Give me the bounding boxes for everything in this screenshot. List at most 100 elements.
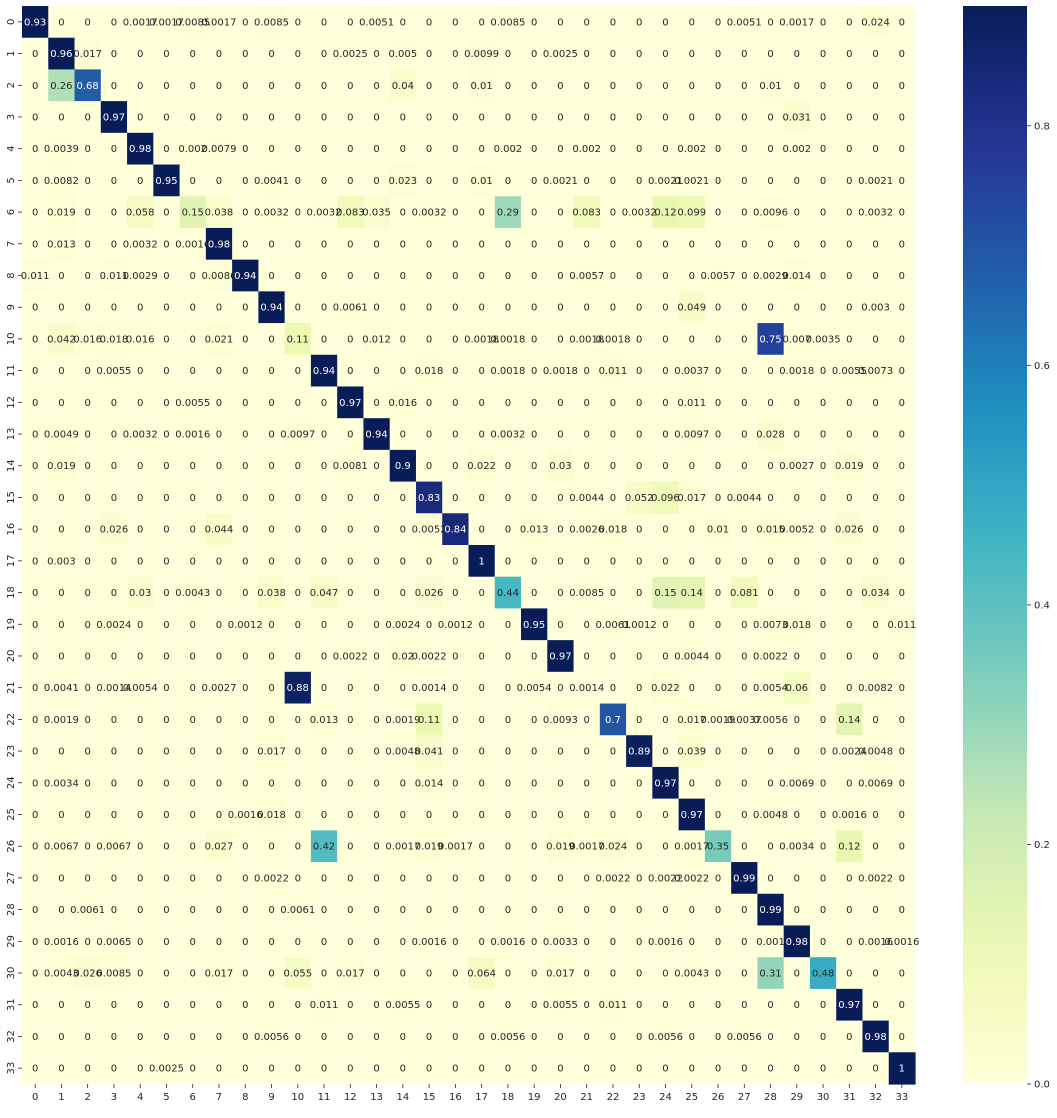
heatmap-cell [48, 449, 76, 483]
cell-value-label: 0 [242, 937, 248, 948]
heatmap-cell [731, 545, 759, 578]
cell-value-label: 0.0097 [280, 430, 315, 441]
cell-value-label: 0.0037 [674, 366, 709, 377]
cell-value-label: 0 [662, 905, 668, 916]
heatmap-cell [153, 259, 181, 292]
cell-value-label: 0 [478, 303, 484, 314]
cell-value-label: 0 [689, 1064, 695, 1075]
heatmap-cell [337, 671, 365, 705]
cell-value-label: 0 [32, 239, 38, 250]
heatmap-cell [468, 354, 496, 388]
cell-value-label: 0 [794, 969, 800, 980]
heatmap-cell [127, 576, 154, 610]
heatmap-cell [836, 449, 864, 483]
heatmap-cell [468, 735, 496, 768]
heatmap-cell [757, 196, 785, 229]
heatmap-cell [389, 608, 417, 641]
heatmap-cell [258, 386, 286, 419]
cell-value-label: 0.0039 [44, 144, 79, 155]
heatmap-cell [258, 481, 286, 514]
heatmap-cell [757, 735, 785, 768]
cell-value-label: 0.081 [730, 588, 759, 599]
cell-value-label: 0 [242, 1000, 248, 1011]
heatmap-cell [127, 227, 154, 261]
heatmap-cell [284, 6, 312, 39]
cell-value-label: 0.0019 [385, 715, 420, 726]
heatmap-cell [363, 640, 391, 673]
cell-value-label: 0 [268, 778, 274, 789]
cell-value-label: 0 [820, 144, 826, 155]
heatmap-cell [888, 354, 916, 388]
heatmap-cell [127, 6, 154, 39]
y-tick-label: 24 [6, 776, 17, 789]
cell-value-label: 0 [478, 715, 484, 726]
cell-value-label: 0 [84, 1064, 90, 1075]
cell-value-label: 0 [84, 398, 90, 409]
cell-value-label: 0 [373, 366, 379, 377]
heatmap-cell [626, 481, 653, 514]
cell-value-label: 0 [268, 461, 274, 472]
cell-value-label: 0 [531, 778, 537, 789]
heatmap-cell [153, 735, 181, 768]
cell-value-label: 0 [899, 810, 905, 821]
cell-value-label: 0 [610, 112, 616, 123]
cell-value-label: 0 [163, 588, 169, 599]
cell-value-label: 0.083 [336, 208, 365, 219]
heatmap-cell [310, 6, 338, 39]
cell-value-label: 0 [268, 1064, 274, 1075]
cell-value-label: 0 [400, 493, 406, 504]
cell-value-label: 0 [137, 556, 143, 567]
cell-value-label: 0 [242, 17, 248, 28]
heatmap-cell [22, 576, 49, 610]
cell-value-label: 0 [373, 683, 379, 694]
x-tick-label: 22 [607, 1092, 620, 1103]
cell-value-label: 0 [400, 430, 406, 441]
cell-value-label: 0.0032 [622, 208, 657, 219]
cell-value-label: 0 [32, 588, 38, 599]
cell-value-label: 0 [820, 525, 826, 536]
cell-value-label: 0.0041 [254, 176, 289, 187]
heatmap-cell [258, 323, 286, 356]
cell-value-label: 0.042 [47, 334, 76, 345]
cell-value-label: 0 [767, 842, 773, 853]
cell-value-label: 0.0016 [175, 239, 210, 250]
heatmap-cell [74, 703, 102, 736]
cell-value-label: 0 [715, 112, 721, 123]
heatmap-cell [731, 608, 759, 641]
heatmap-cell [836, 545, 864, 578]
heatmap-cell [74, 323, 102, 356]
heatmap-cell [599, 481, 627, 514]
cell-value-label: 0.013 [520, 525, 549, 536]
cell-value-label: 0 [478, 651, 484, 662]
cell-value-label: 0 [84, 525, 90, 536]
cell-value-label: 0 [584, 905, 590, 916]
cell-value-label: 0.0029 [123, 271, 158, 282]
cell-value-label: 0 [426, 144, 432, 155]
heatmap-cell [783, 354, 811, 388]
heatmap-cell [862, 418, 890, 451]
cell-value-label: 0 [400, 873, 406, 884]
heatmap-cell [337, 196, 365, 229]
heatmap-cell [599, 703, 627, 736]
cell-value-label: 0 [242, 493, 248, 504]
cell-value-label: 0 [347, 1032, 353, 1043]
cell-value-label: 0 [872, 1064, 878, 1075]
cell-value-label: 0 [636, 525, 642, 536]
cell-value-label: 0 [505, 651, 511, 662]
heatmap-cell [153, 196, 181, 229]
heatmap-cell [415, 196, 443, 229]
heatmap-cell [127, 101, 154, 134]
cell-value-label: 0 [32, 651, 38, 662]
heatmap-cell [74, 449, 102, 483]
y-tick-label: 26 [6, 840, 17, 853]
cell-value-label: 0.0051 [359, 17, 394, 28]
cell-value-label: 0 [820, 937, 826, 948]
cell-value-label: 0 [715, 588, 721, 599]
heatmap-cell [205, 703, 233, 736]
heatmap-cell [599, 735, 627, 768]
cell-value-label: 0 [268, 525, 274, 536]
x-tick-label: 17 [475, 1092, 488, 1103]
heatmap-cell [626, 323, 653, 356]
heatmap-cell [363, 101, 391, 134]
cell-value-label: 0 [662, 398, 668, 409]
